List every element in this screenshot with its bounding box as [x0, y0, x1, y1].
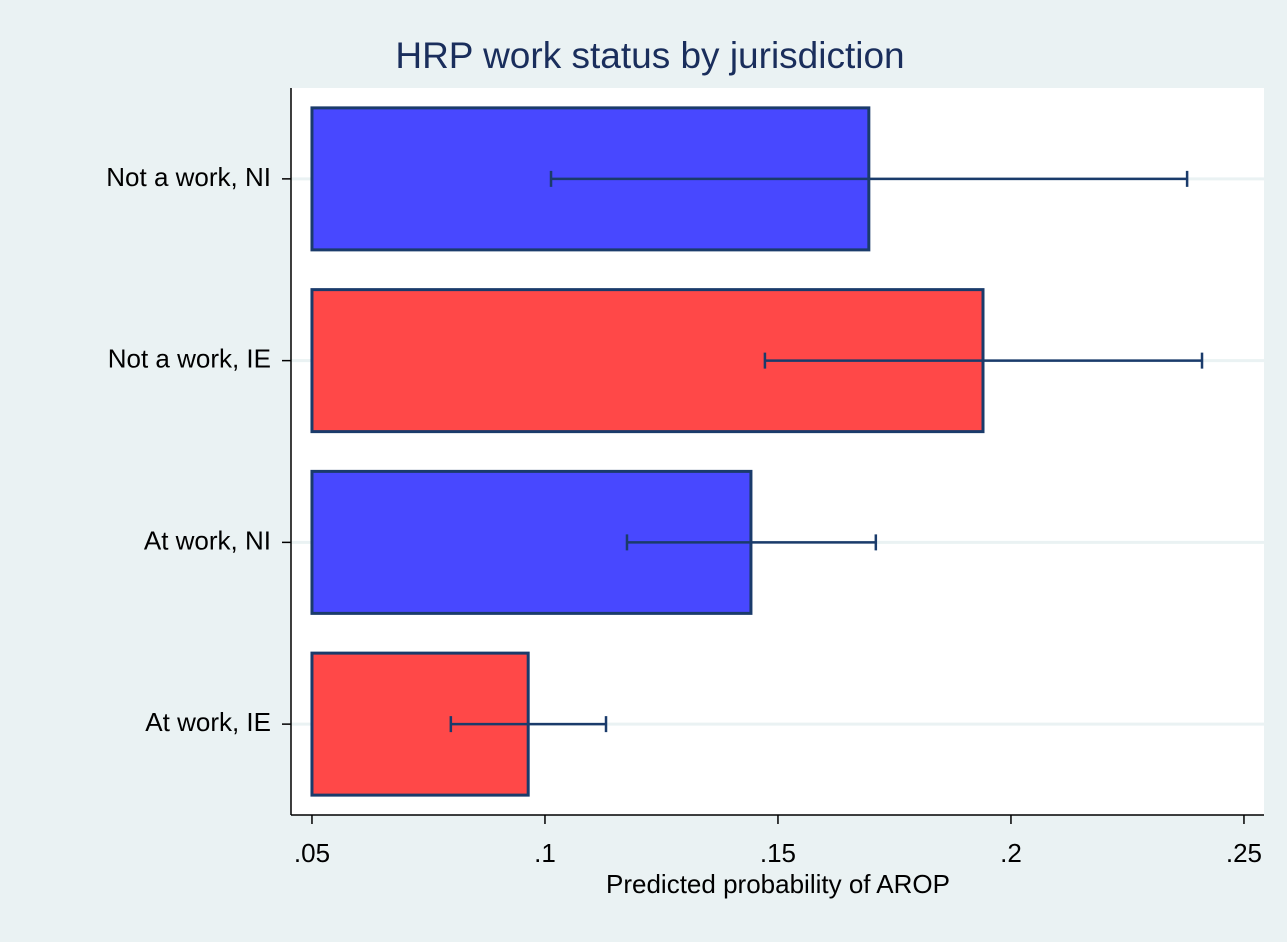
x-tick-label: .1 [534, 838, 556, 868]
x-axis-label: Predicted probability of AROP [606, 869, 950, 899]
chart-title: HRP work status by jurisdiction [395, 35, 904, 76]
y-tick-label: At work, NI [144, 525, 271, 555]
x-tick-label: .25 [1226, 838, 1262, 868]
x-tick-label: .15 [760, 838, 796, 868]
x-tick-label: .05 [294, 838, 330, 868]
error-bar [625, 534, 878, 551]
x-tick-label: .2 [1000, 838, 1022, 868]
error-bar [549, 170, 1189, 187]
error-bar [449, 716, 608, 733]
error-bar [763, 352, 1204, 369]
y-tick-label: At work, IE [145, 707, 271, 737]
y-tick-label: Not a work, NI [106, 162, 271, 192]
y-tick-label: Not a work, IE [108, 344, 271, 374]
